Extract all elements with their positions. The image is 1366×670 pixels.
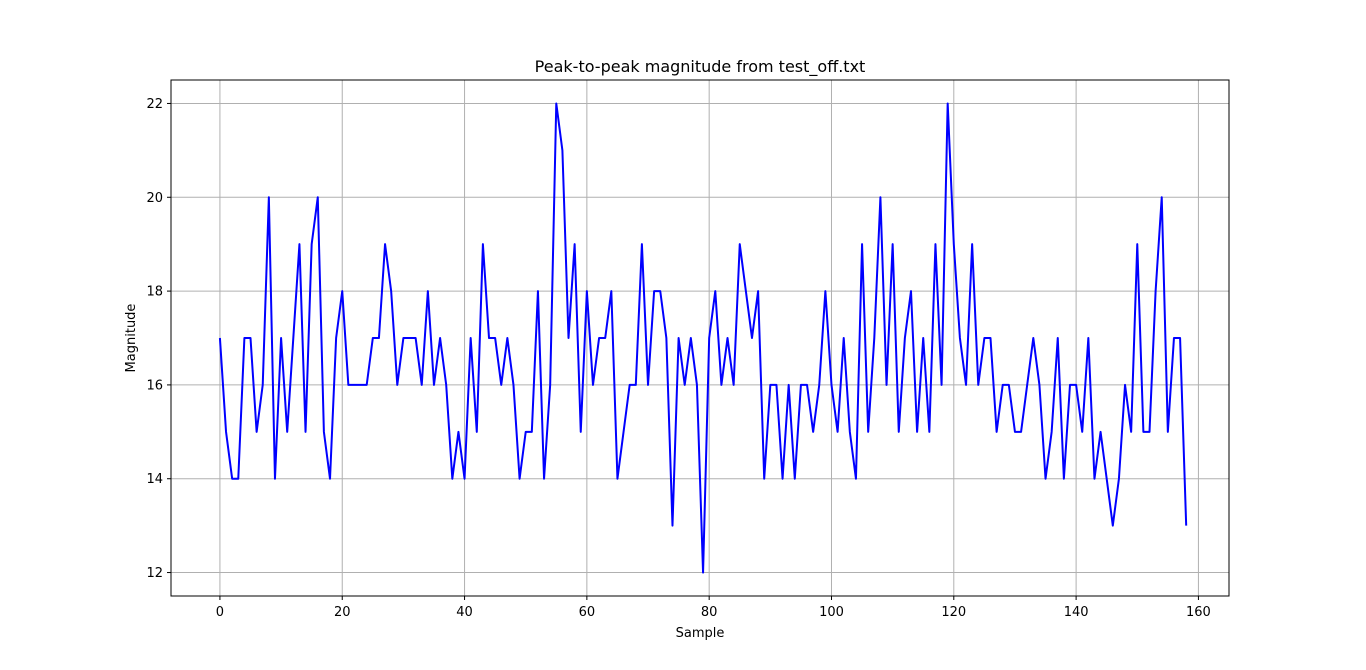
chart-title: Peak-to-peak magnitude from test_off.txt	[535, 57, 866, 77]
series-line	[218, 102, 1188, 574]
x-tick-label: 40	[456, 605, 473, 620]
axis-ticks: 0 20 40 60 80 100 120 140 160 12 14 16 18 20 22	[146, 97, 1210, 620]
x-tick-label: 60	[579, 605, 596, 620]
x-tick-label: 80	[701, 605, 718, 620]
x-axis-label: Sample	[676, 626, 725, 641]
x-tick-label: 20	[334, 605, 351, 620]
y-tick-label: 14	[146, 472, 163, 487]
x-tick-label: 100	[819, 605, 844, 620]
y-tick-label: 22	[146, 97, 163, 112]
y-tick-label: 18	[146, 285, 163, 300]
series-layer	[218, 102, 1188, 574]
grid-lines	[171, 80, 1229, 596]
x-tick-label: 140	[1064, 605, 1089, 620]
x-tick-label: 160	[1186, 605, 1211, 620]
plot-area-frame	[170, 79, 1230, 597]
x-tick-label: 0	[216, 605, 224, 620]
y-tick-label: 12	[146, 566, 163, 581]
y-axis-label: Magnitude	[124, 304, 139, 373]
y-tick-label: 16	[146, 378, 163, 393]
y-tick-label: 20	[146, 191, 163, 206]
x-tick-label: 120	[941, 605, 966, 620]
